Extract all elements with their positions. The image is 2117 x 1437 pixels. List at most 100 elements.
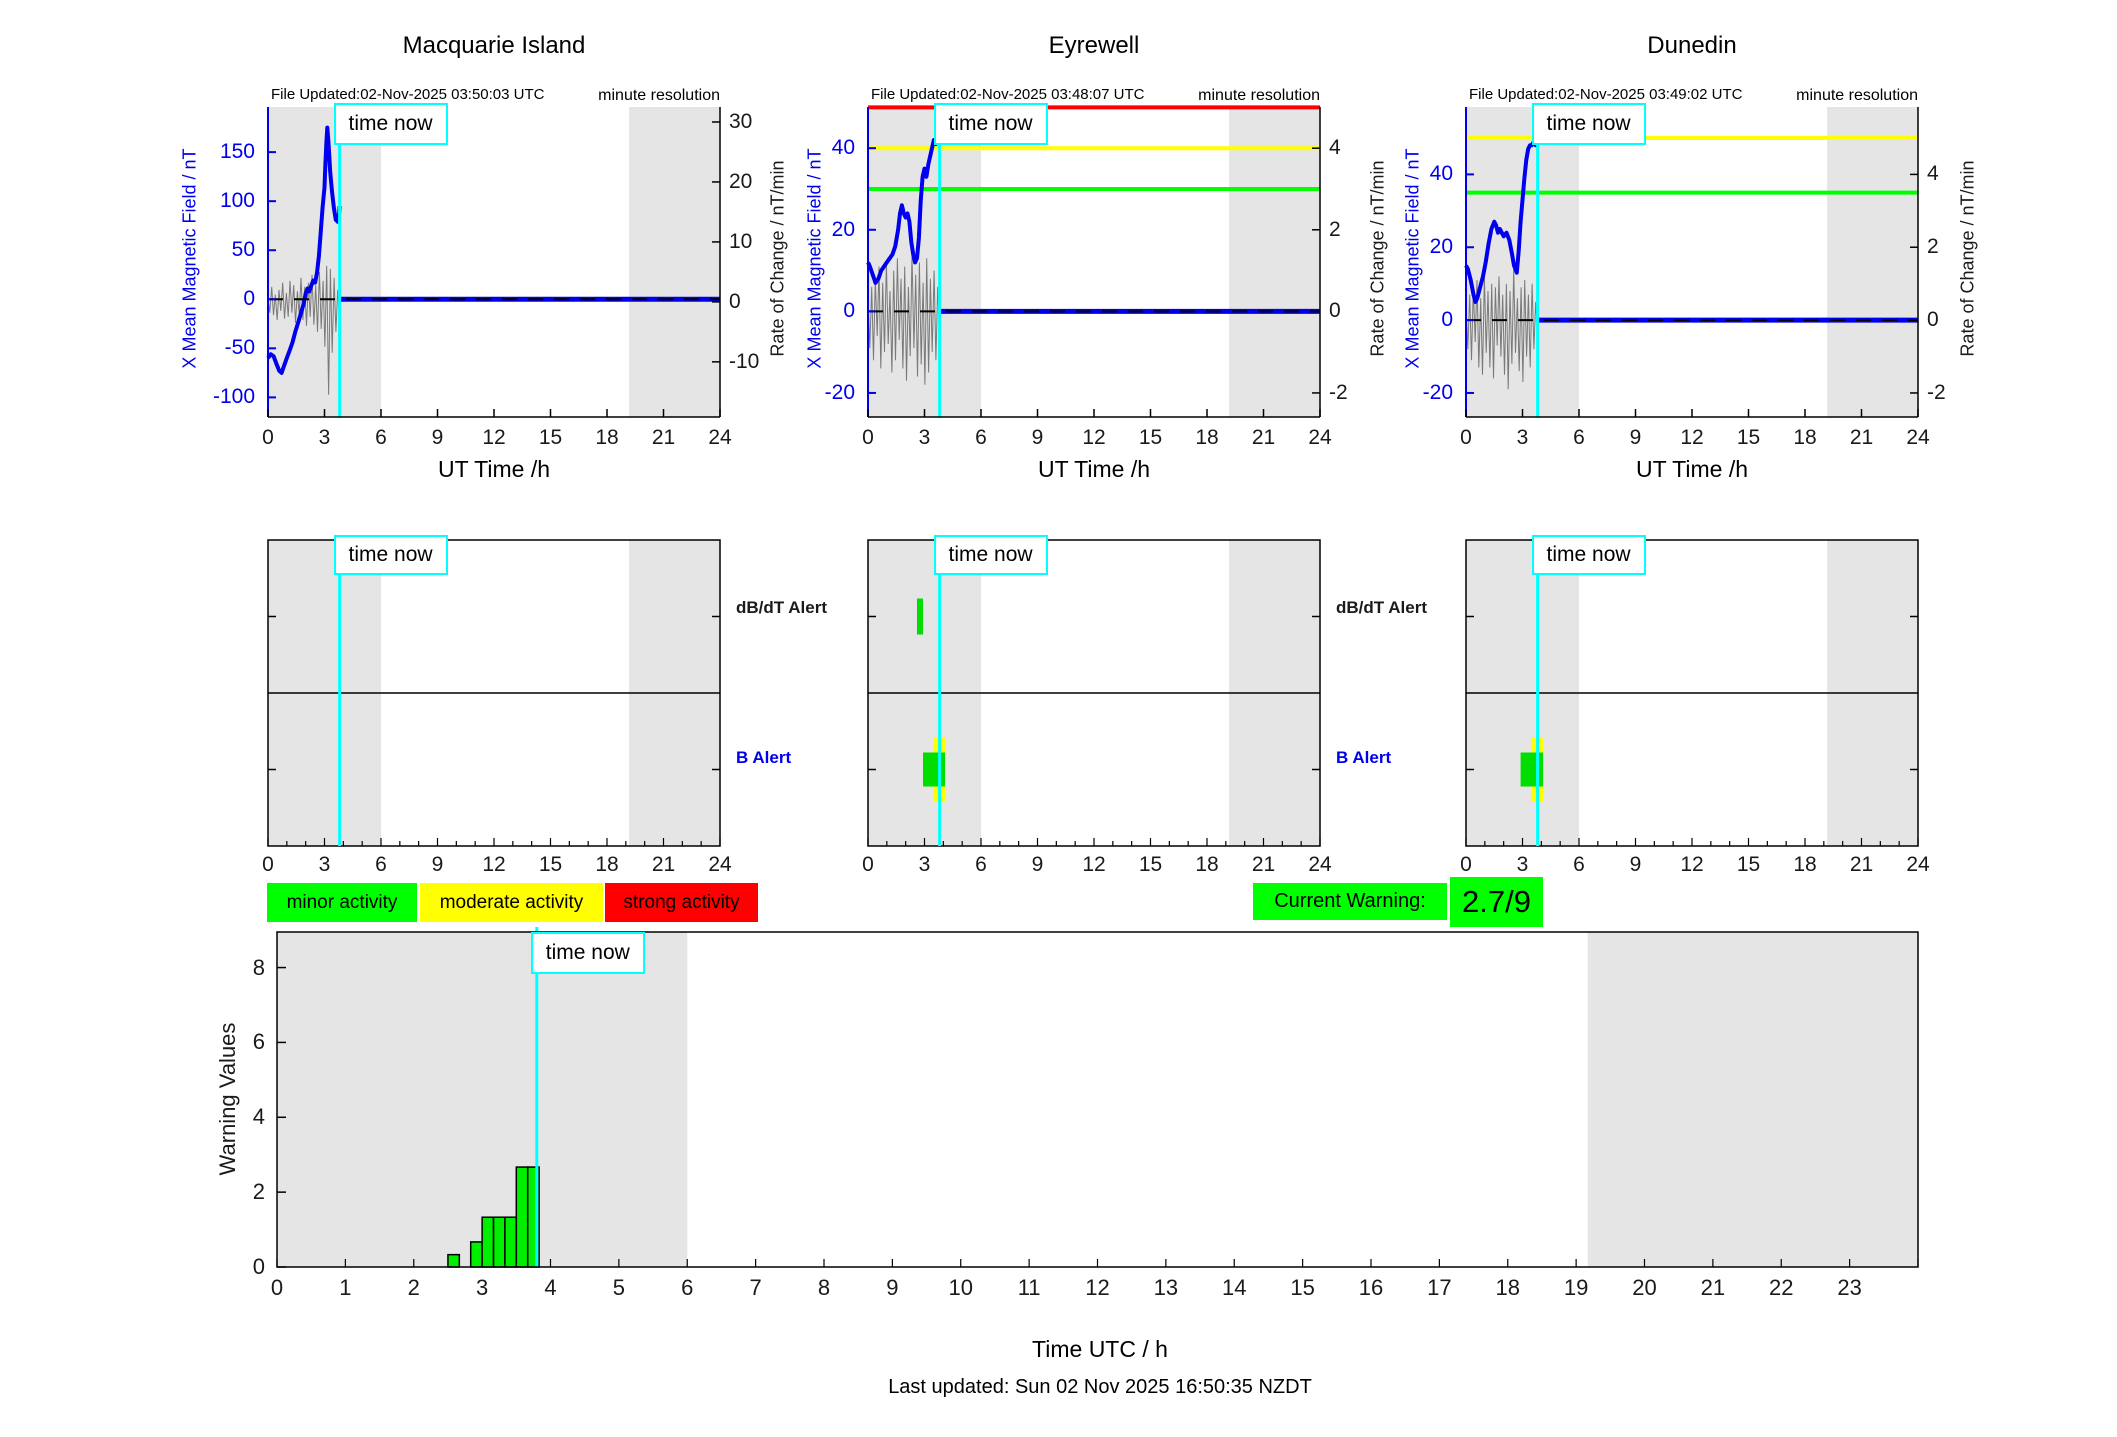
y-tick-label: 0	[1329, 299, 1341, 323]
y-tick-label: 0	[1927, 308, 1939, 332]
rate-of-change-trace	[1465, 269, 1539, 390]
night-shading	[277, 932, 688, 1267]
time-utc-axis-label: Time UTC / h	[1032, 1336, 1168, 1362]
time-now-label: time now	[333, 103, 448, 145]
y-tick-label: 40	[1429, 162, 1453, 186]
station-title-macquarie: Macquarie Island	[402, 32, 586, 59]
x-tick-label: 14	[1222, 1275, 1247, 1300]
y-tick-label: 30	[729, 109, 753, 133]
x-tick-label: 12	[482, 426, 506, 449]
file-updated-text: File Updated:02-Nov-2025 03:48:07 UTC	[871, 86, 1145, 103]
x-tick-label: 3	[918, 426, 931, 449]
x-tick-label: 21	[651, 426, 676, 449]
b-alert-mark	[922, 752, 946, 787]
current-warning-value: 2.7/9	[1450, 877, 1543, 927]
x-tick-label: 0	[862, 426, 874, 449]
y-tick-label: 6	[252, 1029, 265, 1055]
b-alert-label: B Alert	[1336, 748, 1392, 767]
y-tick-label: -20	[1422, 380, 1453, 404]
warning-value-bar	[469, 1241, 483, 1268]
y-tick-label: -20	[824, 380, 855, 404]
x-tick-label: 18	[1793, 853, 1817, 876]
x-tick-label: 0	[262, 426, 274, 449]
x-tick-label: 6	[375, 853, 387, 876]
x-tick-label: 21	[1849, 426, 1874, 449]
y-tick-label: 0	[843, 299, 855, 323]
x-tick-label: 1	[339, 1275, 352, 1300]
y-tick-label: 0	[252, 1254, 265, 1279]
x-tick-label: 6	[975, 853, 987, 876]
x-tick-label: 15	[1138, 853, 1163, 876]
time-now-label: time now	[1531, 535, 1646, 575]
x-tick-label: 15	[538, 853, 563, 876]
station-title-eyrewell: Eyrewell	[1048, 32, 1140, 59]
x-tick-label: 3	[476, 1275, 489, 1300]
y-tick-label: 50	[231, 238, 255, 262]
y-tick-label: 100	[219, 189, 255, 213]
x-tick-label: 12	[1680, 426, 1704, 449]
x-tick-label: 12	[1085, 1275, 1110, 1300]
x-tick-label: 18	[595, 853, 619, 876]
x-tick-label: 12	[1082, 426, 1106, 449]
x-tick-label: 18	[1195, 426, 1219, 449]
x-tick-label: 21	[1251, 853, 1276, 876]
x-tick-label: 12	[1082, 853, 1106, 876]
x-tick-label: 15	[538, 426, 563, 449]
x-tick-label: 6	[1573, 426, 1585, 449]
x-tick-label: 5	[612, 1275, 625, 1300]
x-tick-label: 9	[1031, 853, 1044, 876]
x-tick-label: 21	[651, 853, 676, 876]
x-tick-label: 19	[1563, 1275, 1589, 1300]
x-tick-label: 21	[1700, 1275, 1726, 1300]
x-tick-label: 0	[262, 853, 274, 876]
x-tick-label: 4	[544, 1275, 557, 1300]
y-tick-label: 20	[831, 217, 855, 241]
x-tick-label: 0	[1460, 426, 1472, 449]
y-tick-label: 40	[831, 136, 855, 160]
x-tick-label: 9	[1031, 426, 1044, 449]
x-tick-label: 18	[1793, 426, 1817, 449]
x-tick-label: 9	[886, 1275, 899, 1300]
x-tick-label: 24	[1308, 426, 1332, 449]
b-alert-mark	[1520, 752, 1544, 787]
warning-value-bar	[504, 1216, 518, 1268]
x-tick-label: 6	[975, 426, 987, 449]
x-tick-label: 3	[1516, 853, 1529, 876]
x-tick-label: 18	[1195, 853, 1219, 876]
y-tick-label: 2	[1329, 217, 1341, 241]
y-tick-label: 4	[1329, 136, 1341, 160]
time-now-label: time now	[933, 103, 1048, 145]
x-tick-label: 6	[375, 426, 387, 449]
x-tick-label: 16	[1358, 1275, 1384, 1300]
x-tick-label: 24	[708, 853, 732, 876]
x-tick-label: 0	[270, 1275, 284, 1300]
warning-value-bar	[492, 1216, 506, 1268]
time-now-label: time now	[1531, 103, 1646, 145]
x-tick-label: 8	[817, 1275, 831, 1300]
x-tick-label: 24	[708, 426, 732, 449]
x-tick-label: 17	[1427, 1275, 1452, 1300]
time-now-label: time now	[530, 932, 645, 974]
x-tick-label: 9	[1629, 426, 1642, 449]
x-tick-label: 0	[862, 853, 874, 876]
x-tick-label: 15	[1138, 426, 1163, 449]
x-tick-label: 24	[1906, 426, 1930, 449]
last-updated-text: Last updated: Sun 02 Nov 2025 16:50:35 N…	[888, 1376, 1312, 1398]
x-tick-label: 3	[318, 853, 331, 876]
x-tick-label: 15	[1736, 853, 1761, 876]
field-series-line	[1464, 139, 1540, 304]
time-now-label: time now	[933, 535, 1048, 575]
night-shading	[1827, 107, 1918, 417]
x-axis-label: UT Time /h	[1037, 456, 1151, 482]
b-alert-label: B Alert	[736, 748, 792, 767]
x-tick-label: 13	[1153, 1275, 1179, 1300]
y-tick-label: 150	[219, 140, 255, 164]
x-tick-label: 10	[948, 1275, 973, 1300]
x-tick-label: 3	[918, 853, 931, 876]
resolution-note: minute resolution	[1796, 87, 1918, 104]
dbdt-alert-mark	[916, 598, 923, 635]
x-tick-label: 9	[1629, 853, 1642, 876]
warning-value-bar	[515, 1166, 529, 1268]
